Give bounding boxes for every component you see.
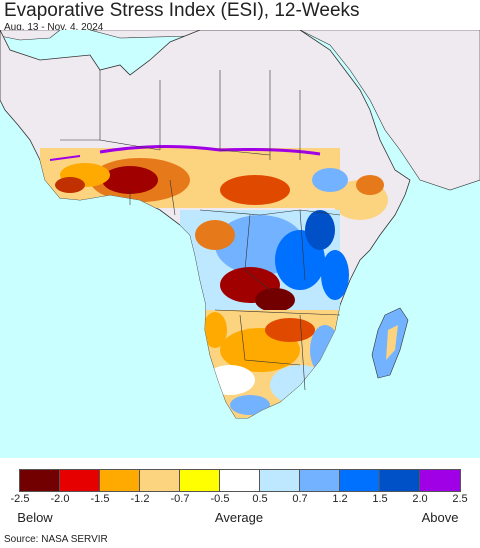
map-title: Evaporative Stress Index (ESI), 12-Weeks xyxy=(4,0,360,21)
madagascar-dry xyxy=(386,325,398,360)
arabia-land xyxy=(299,30,480,191)
legend-swatch xyxy=(340,470,380,491)
legend-swatch xyxy=(260,470,300,491)
africa-map-svg xyxy=(0,30,480,458)
legend-tick-label: 1.5 xyxy=(372,493,388,505)
legend-average-label: Average xyxy=(214,510,264,525)
legend-swatch xyxy=(220,470,260,491)
europe-land xyxy=(0,30,61,41)
legend-tick-label: -0.7 xyxy=(170,493,190,505)
legend-tick-label: 0.7 xyxy=(292,493,308,505)
legend-tick-label: -1.2 xyxy=(130,493,150,505)
legend-swatch xyxy=(180,470,220,491)
legend-swatch xyxy=(20,470,60,491)
source-credit: Source: NASA SERVIR xyxy=(4,534,108,545)
legend-tick-label: -0.5 xyxy=(210,493,230,505)
legend-below-label: Below xyxy=(17,510,53,525)
legend-tick-label: 2.0 xyxy=(412,493,428,505)
country-borders xyxy=(60,70,341,391)
legend-swatch xyxy=(300,470,340,491)
legend-tick-label: 1.2 xyxy=(332,493,348,505)
legend-tick-label: 2.5 xyxy=(452,493,468,505)
legend-swatch xyxy=(420,470,460,491)
legend-above-label: Above xyxy=(421,510,459,525)
legend-swatch xyxy=(380,470,420,491)
legend-tick-label: -2.5 xyxy=(10,493,30,505)
legend-tick-label: 0.5 xyxy=(252,493,268,505)
legend-colorbar xyxy=(19,469,461,492)
legend-swatch xyxy=(60,470,100,491)
map-date-range: Aug. 13 - Nov. 4, 2024 xyxy=(4,22,104,33)
legend-tick-label: -2.0 xyxy=(50,493,70,505)
esi-map xyxy=(0,30,480,458)
legend-tick-label: -1.5 xyxy=(90,493,110,505)
legend-swatch xyxy=(100,470,140,491)
legend-swatch xyxy=(140,470,180,491)
